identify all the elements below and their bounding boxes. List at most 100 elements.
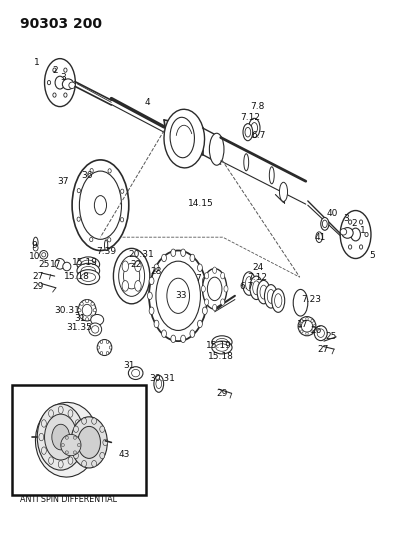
Ellipse shape xyxy=(41,420,46,427)
Ellipse shape xyxy=(55,259,65,269)
Text: 9: 9 xyxy=(32,241,37,249)
Text: 7.12: 7.12 xyxy=(247,273,267,281)
Ellipse shape xyxy=(340,229,347,235)
Ellipse shape xyxy=(68,410,73,417)
Ellipse shape xyxy=(301,320,313,332)
Ellipse shape xyxy=(135,280,141,291)
Ellipse shape xyxy=(90,237,93,241)
Ellipse shape xyxy=(100,426,104,432)
Ellipse shape xyxy=(49,410,53,417)
Text: 31.35: 31.35 xyxy=(66,324,92,332)
Ellipse shape xyxy=(75,420,80,427)
Text: 30.31: 30.31 xyxy=(149,374,175,383)
Text: 17: 17 xyxy=(50,261,62,269)
Ellipse shape xyxy=(221,272,225,279)
Ellipse shape xyxy=(135,261,141,272)
Text: 2: 2 xyxy=(352,220,357,228)
Ellipse shape xyxy=(167,278,190,313)
Ellipse shape xyxy=(209,133,224,165)
Ellipse shape xyxy=(260,285,267,299)
Ellipse shape xyxy=(298,317,316,336)
Ellipse shape xyxy=(53,93,56,97)
Text: 28: 28 xyxy=(150,268,162,276)
Ellipse shape xyxy=(77,263,100,278)
Ellipse shape xyxy=(45,414,77,460)
Ellipse shape xyxy=(128,367,143,379)
Text: 26: 26 xyxy=(310,326,322,335)
Ellipse shape xyxy=(164,109,205,168)
Ellipse shape xyxy=(340,211,371,259)
Ellipse shape xyxy=(342,228,353,238)
Ellipse shape xyxy=(90,168,93,173)
Ellipse shape xyxy=(55,76,65,89)
Ellipse shape xyxy=(52,424,70,450)
Ellipse shape xyxy=(108,169,111,173)
Ellipse shape xyxy=(42,253,46,257)
Ellipse shape xyxy=(73,436,77,439)
Ellipse shape xyxy=(313,325,315,328)
Ellipse shape xyxy=(64,93,67,97)
Ellipse shape xyxy=(100,351,103,354)
Ellipse shape xyxy=(154,264,159,271)
Ellipse shape xyxy=(360,220,363,224)
Ellipse shape xyxy=(301,319,303,322)
Ellipse shape xyxy=(205,272,209,279)
Ellipse shape xyxy=(61,434,81,456)
Ellipse shape xyxy=(121,189,124,193)
Text: 29: 29 xyxy=(216,389,228,398)
Ellipse shape xyxy=(81,266,96,275)
Ellipse shape xyxy=(77,217,80,221)
Ellipse shape xyxy=(85,300,89,303)
Ellipse shape xyxy=(49,457,53,464)
Text: 15.18: 15.18 xyxy=(208,352,234,360)
Ellipse shape xyxy=(39,433,44,441)
Ellipse shape xyxy=(91,302,94,305)
Ellipse shape xyxy=(89,323,102,336)
Ellipse shape xyxy=(68,457,73,464)
Ellipse shape xyxy=(365,232,368,237)
Ellipse shape xyxy=(171,335,176,343)
Ellipse shape xyxy=(348,220,352,224)
Ellipse shape xyxy=(190,254,195,262)
Ellipse shape xyxy=(106,341,109,344)
Ellipse shape xyxy=(104,240,108,251)
Ellipse shape xyxy=(351,228,360,241)
Ellipse shape xyxy=(71,417,107,468)
Text: 90303 200: 90303 200 xyxy=(20,17,102,31)
Ellipse shape xyxy=(171,249,176,256)
Ellipse shape xyxy=(348,245,352,249)
Ellipse shape xyxy=(216,338,228,346)
Ellipse shape xyxy=(198,264,202,271)
Ellipse shape xyxy=(221,299,225,305)
Ellipse shape xyxy=(170,117,194,158)
Text: 15.19: 15.19 xyxy=(72,258,98,266)
Ellipse shape xyxy=(37,404,84,470)
Ellipse shape xyxy=(81,273,96,281)
Ellipse shape xyxy=(65,436,68,439)
Ellipse shape xyxy=(343,232,346,237)
Ellipse shape xyxy=(106,351,109,354)
Ellipse shape xyxy=(100,453,104,459)
Ellipse shape xyxy=(78,433,83,441)
Ellipse shape xyxy=(45,59,75,107)
Ellipse shape xyxy=(250,276,263,300)
Ellipse shape xyxy=(82,461,87,467)
Ellipse shape xyxy=(53,68,56,72)
Ellipse shape xyxy=(293,289,308,316)
Ellipse shape xyxy=(122,280,128,291)
Ellipse shape xyxy=(245,277,253,290)
Ellipse shape xyxy=(91,314,104,325)
Ellipse shape xyxy=(120,217,124,222)
Ellipse shape xyxy=(74,426,79,432)
Ellipse shape xyxy=(74,453,79,459)
Ellipse shape xyxy=(251,123,258,133)
Ellipse shape xyxy=(314,326,327,341)
Ellipse shape xyxy=(253,281,260,295)
Text: 14.15: 14.15 xyxy=(188,199,213,208)
Ellipse shape xyxy=(65,451,68,454)
Ellipse shape xyxy=(275,294,282,308)
Ellipse shape xyxy=(243,124,253,141)
Text: 27: 27 xyxy=(33,272,44,280)
Ellipse shape xyxy=(272,289,285,312)
Text: 7.39: 7.39 xyxy=(96,247,116,256)
